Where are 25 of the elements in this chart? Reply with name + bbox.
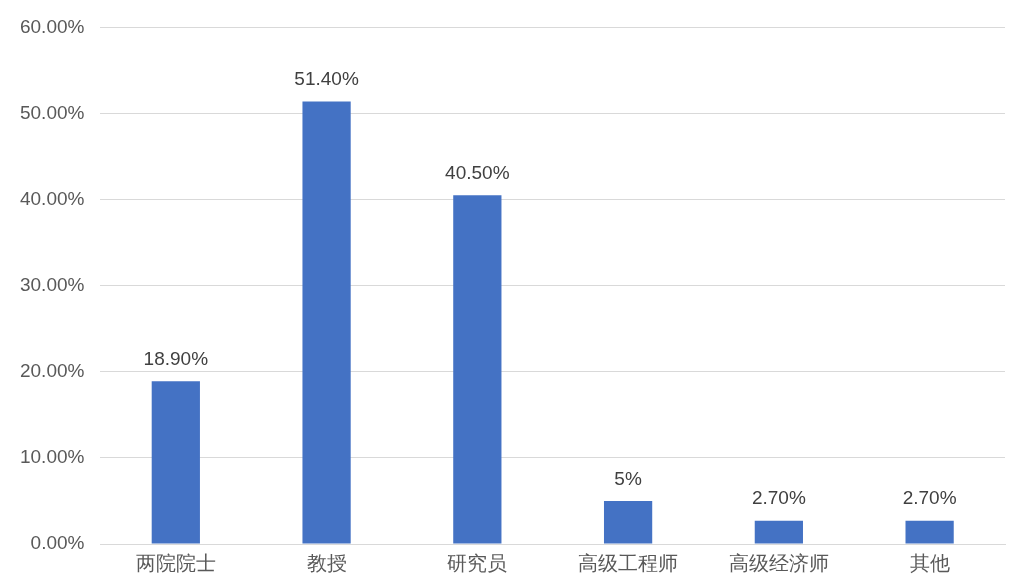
bar [754, 520, 803, 544]
bar [151, 381, 200, 544]
x-tick-label: 高级经济师 [728, 551, 829, 574]
y-tick-label: 50.00% [19, 101, 85, 123]
x-tick-label: 高级工程师 [578, 551, 679, 574]
y-tick-label: 60.00% [19, 15, 85, 37]
y-tick-label: 40.00% [19, 187, 85, 209]
x-tick-label: 教授 [306, 551, 347, 574]
data-label: 18.90% [143, 348, 209, 370]
bar [302, 101, 351, 544]
data-label: 5% [614, 467, 642, 489]
bar [905, 520, 954, 544]
data-label: 2.70% [902, 487, 957, 509]
y-tick-label: 10.00% [19, 446, 85, 468]
bar [453, 195, 502, 544]
y-tick-label: 30.00% [19, 273, 85, 295]
x-tick-label: 两院院士 [135, 551, 216, 574]
data-label: 40.50% [445, 162, 510, 184]
data-label: 51.40% [294, 68, 359, 90]
x-tick-label: 其他 [909, 551, 950, 574]
x-tick-label: 研究员 [447, 551, 508, 574]
data-label: 2.70% [751, 487, 806, 509]
bar [603, 500, 653, 544]
y-tick-label: 0.00% [30, 532, 85, 554]
y-tick-label: 20.00% [19, 360, 85, 382]
